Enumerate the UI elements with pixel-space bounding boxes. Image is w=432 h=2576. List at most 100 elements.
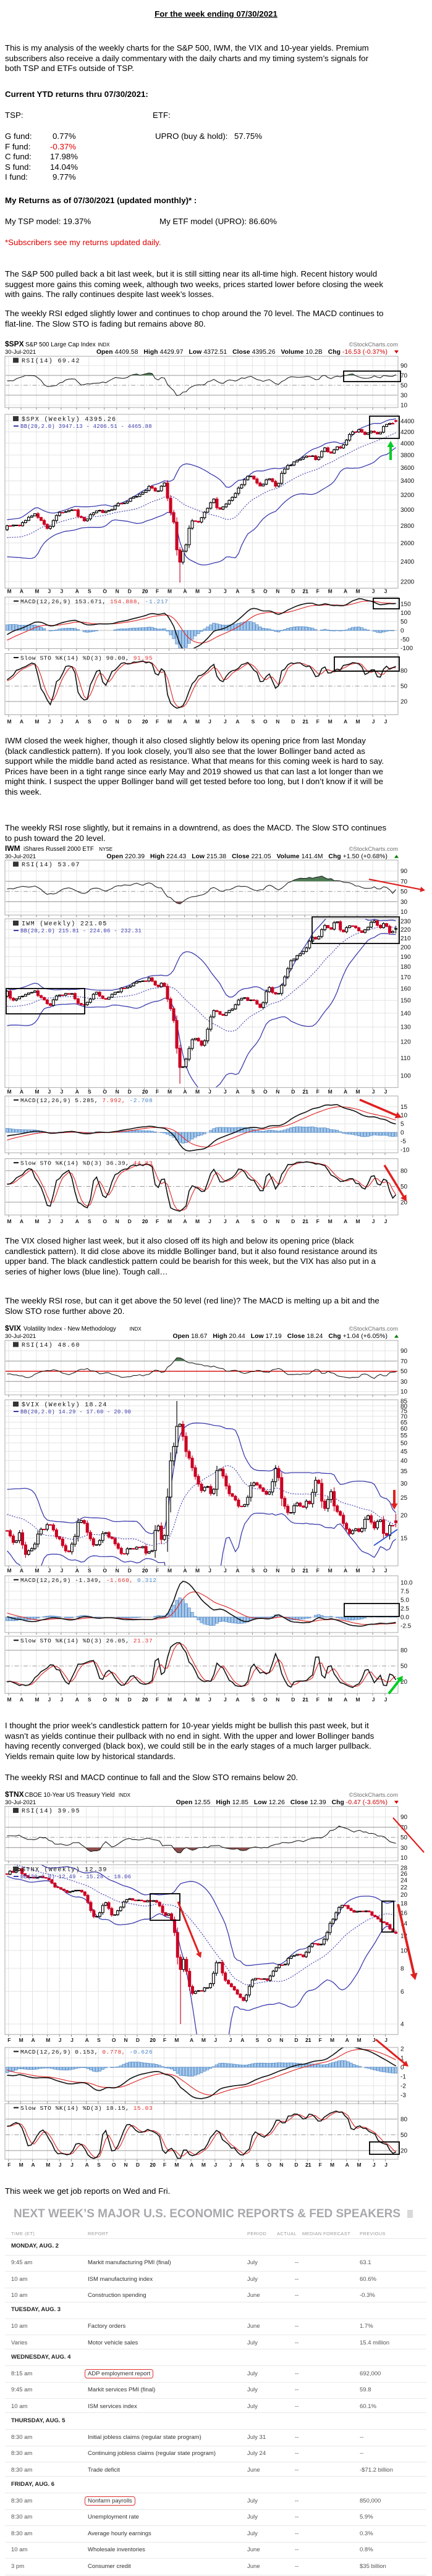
- svg-text:S&P 500 Large Cap Index: S&P 500 Large Cap Index: [25, 341, 96, 348]
- svg-text:20: 20: [142, 1568, 148, 1574]
- svg-text:iShares Russell 2000 ETF: iShares Russell 2000 ETF: [23, 846, 94, 853]
- svg-text:J: J: [59, 2037, 62, 2043]
- svg-text:S: S: [88, 588, 91, 595]
- svg-text:J: J: [61, 1089, 64, 1095]
- svg-text:D: D: [128, 1697, 132, 1703]
- svg-text:M: M: [7, 588, 11, 595]
- svg-text:BB(20,2.0) 215.81 - 224.06 - 2: BB(20,2.0) 215.81 - 224.06 - 232.31: [20, 928, 142, 934]
- svg-text:100: 100: [400, 1073, 411, 1079]
- svg-text:10.0: 10.0: [400, 1580, 413, 1587]
- svg-text:75: 75: [400, 1408, 408, 1415]
- svg-text:A: A: [235, 1697, 239, 1703]
- svg-text:20: 20: [142, 588, 148, 595]
- svg-text:80: 80: [400, 2117, 408, 2123]
- svg-text:J: J: [224, 719, 227, 725]
- svg-text:-2.5: -2.5: [400, 1623, 412, 1630]
- svg-text:A: A: [75, 1218, 79, 1224]
- svg-text:M: M: [357, 2037, 362, 2043]
- svg-text:21: 21: [302, 1697, 308, 1703]
- svg-text:J: J: [214, 2162, 217, 2168]
- svg-text:N: N: [116, 588, 119, 595]
- svg-text:S: S: [88, 1218, 91, 1224]
- svg-text:M: M: [35, 1089, 39, 1095]
- svg-text:10: 10: [400, 1389, 408, 1395]
- svg-text:J: J: [372, 719, 375, 725]
- svg-text:16: 16: [400, 1910, 408, 1917]
- svg-text:A: A: [20, 719, 23, 725]
- svg-text:J: J: [373, 2037, 376, 2043]
- svg-text:D: D: [294, 2162, 298, 2168]
- svg-text:D: D: [291, 1218, 295, 1224]
- svg-text:J: J: [61, 719, 64, 725]
- svg-text:28: 28: [400, 1865, 408, 1872]
- svg-text:N: N: [276, 1089, 279, 1095]
- svg-text:A: A: [20, 1568, 23, 1574]
- svg-text:A: A: [183, 1697, 187, 1703]
- svg-text:90: 90: [400, 363, 408, 370]
- svg-text:M: M: [195, 1089, 200, 1095]
- svg-text:BB(20,2.0) 14.29 - 17.60 - 20.: BB(20,2.0) 14.29 - 17.60 - 20.90: [20, 1409, 131, 1415]
- svg-text:10: 10: [400, 1113, 408, 1119]
- svg-text:A: A: [235, 1218, 239, 1224]
- svg-text:S: S: [252, 1218, 255, 1224]
- svg-text:$VIX (Weekly) 18.24: $VIX (Weekly) 18.24: [22, 1402, 108, 1409]
- svg-text:M: M: [7, 1218, 11, 1224]
- svg-text:J: J: [372, 588, 375, 595]
- svg-text:21: 21: [305, 2162, 311, 2168]
- svg-text:J: J: [48, 1218, 51, 1224]
- svg-text:50: 50: [400, 383, 408, 390]
- svg-text:N: N: [116, 1697, 119, 1703]
- svg-text:3200: 3200: [400, 492, 415, 499]
- svg-text:A: A: [20, 1697, 23, 1703]
- svg-text:S: S: [252, 1089, 255, 1095]
- svg-text:A: A: [344, 1697, 347, 1703]
- svg-text:S: S: [88, 719, 91, 725]
- svg-text:BB(20,2.0) 3947.13 - 4206.51 -: BB(20,2.0) 3947.13 - 4206.51 - 4465.88: [20, 424, 152, 430]
- svg-text:J: J: [59, 2162, 62, 2168]
- svg-text:A: A: [85, 2037, 89, 2043]
- svg-text:S: S: [252, 588, 255, 595]
- svg-text:D: D: [291, 1697, 295, 1703]
- svg-text:N: N: [276, 719, 279, 725]
- svg-text:30: 30: [400, 899, 408, 906]
- svg-text:O: O: [263, 1089, 268, 1095]
- svg-text:70: 70: [400, 1413, 408, 1420]
- svg-text:A: A: [75, 1089, 79, 1095]
- svg-text:D: D: [128, 1218, 132, 1224]
- svg-text:0: 0: [400, 1130, 404, 1137]
- svg-text:M: M: [357, 2162, 362, 2168]
- svg-text:8: 8: [400, 1965, 404, 1972]
- svg-text:M: M: [201, 2162, 206, 2168]
- svg-text:A: A: [183, 719, 187, 725]
- svg-text:15: 15: [400, 1104, 408, 1111]
- svg-text:MACD(12,26,9) 5.285, 7.992, -2: MACD(12,26,9) 5.285, 7.992, -2.708: [20, 1097, 153, 1104]
- svg-text:140: 140: [400, 1010, 411, 1017]
- svg-text:21: 21: [302, 1218, 308, 1224]
- svg-text:M: M: [328, 588, 332, 595]
- svg-text:J: J: [70, 2162, 74, 2168]
- svg-text:INDX: INDX: [98, 342, 110, 348]
- svg-text:O: O: [268, 2037, 272, 2043]
- svg-text:30-Jul-2021: 30-Jul-2021: [5, 1799, 36, 1806]
- svg-text:Open 18.67 High 20.44 Low: Open 18.67 High 20.44 Low 17.19 Close 18…: [172, 1333, 391, 1340]
- svg-text:M: M: [174, 2162, 179, 2168]
- svg-text:30-Jul-2021: 30-Jul-2021: [5, 349, 36, 356]
- svg-text:A: A: [235, 588, 239, 595]
- svg-text:50: 50: [400, 1663, 408, 1670]
- svg-text:65: 65: [400, 1420, 408, 1426]
- svg-text:2400: 2400: [400, 559, 415, 566]
- svg-text:M: M: [356, 1218, 360, 1224]
- svg-text:J: J: [384, 588, 388, 595]
- svg-text:J: J: [224, 1697, 227, 1703]
- svg-text:-50: -50: [400, 637, 410, 643]
- svg-text:30: 30: [400, 1379, 408, 1386]
- svg-text:45: 45: [400, 1449, 408, 1455]
- svg-text:M: M: [356, 1568, 360, 1574]
- svg-text:J: J: [61, 1218, 64, 1224]
- svg-text:F: F: [319, 2162, 322, 2168]
- svg-text:J: J: [208, 1218, 211, 1224]
- svg-text:A: A: [75, 1568, 79, 1574]
- svg-text:$TNX: $TNX: [5, 1791, 24, 1799]
- svg-text:F: F: [7, 2162, 11, 2168]
- svg-text:21: 21: [302, 1568, 308, 1574]
